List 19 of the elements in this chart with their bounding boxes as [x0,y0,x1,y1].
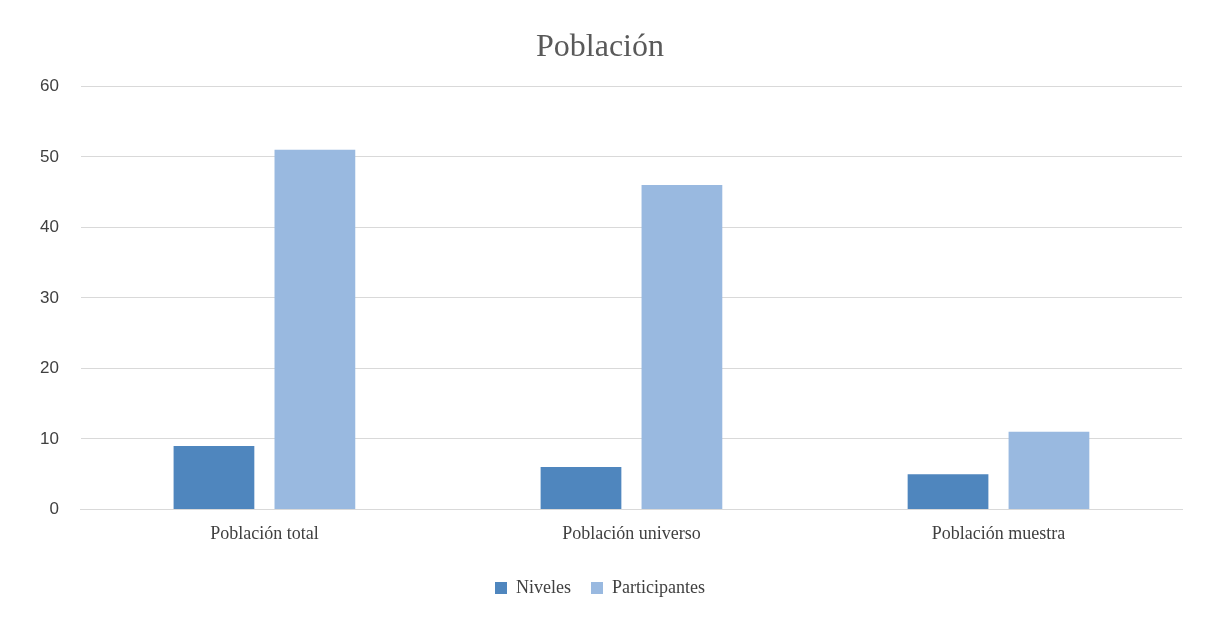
y-tick-label: 50 [39,146,59,166]
chart-title: Población [536,26,664,63]
y-tick-label: 40 [39,217,59,237]
bar [1008,431,1090,509]
bar [907,474,989,509]
x-tick-label: Población total [210,522,319,543]
x-tick-label: Población universo [562,522,701,543]
y-tick-label: 60 [39,76,59,96]
legend-label: Participantes [612,576,705,597]
y-tick-label: 30 [39,287,59,307]
bar [641,185,723,509]
bar [173,445,255,509]
bar [540,467,622,509]
bar [274,149,356,509]
x-tick-label: Población muestra [931,522,1066,543]
y-tick-label: 10 [39,428,59,448]
y-tick-label: 0 [49,499,59,519]
y-tick-label: 20 [39,358,59,378]
legend-label: Niveles [516,576,572,597]
